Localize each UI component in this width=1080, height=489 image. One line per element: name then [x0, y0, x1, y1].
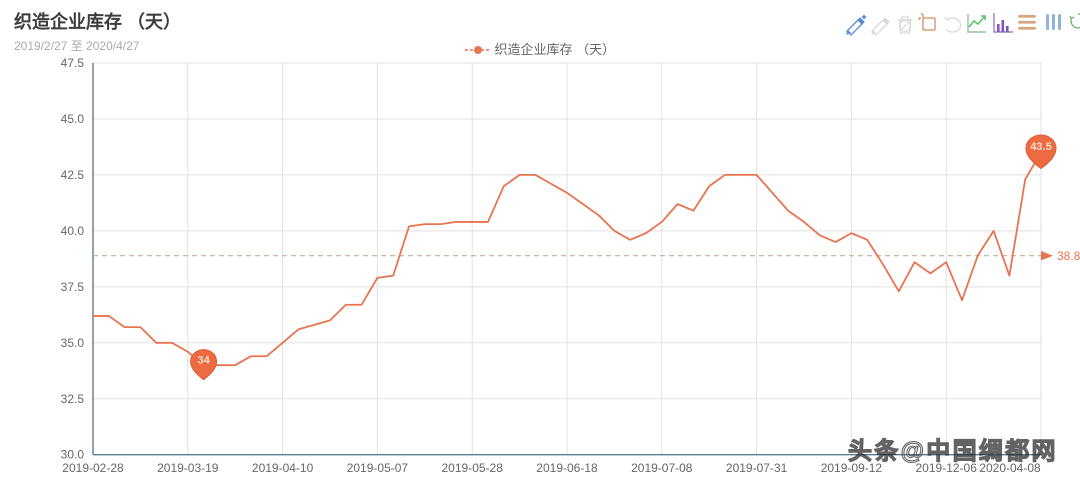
svg-text:37.5: 37.5: [61, 280, 85, 294]
svg-text:34: 34: [197, 355, 210, 367]
svg-text:2019-09-12: 2019-09-12: [821, 461, 883, 475]
svg-text:45.0: 45.0: [61, 112, 85, 126]
svg-text:43.5: 43.5: [1030, 141, 1051, 153]
svg-text:2019-06-18: 2019-06-18: [536, 461, 598, 475]
svg-text:47.5: 47.5: [61, 56, 85, 70]
svg-text:2019-05-28: 2019-05-28: [442, 461, 504, 475]
svg-text:42.5: 42.5: [61, 168, 85, 182]
svg-text:2019-04-10: 2019-04-10: [252, 461, 314, 475]
svg-text:2020-04-08: 2020-04-08: [979, 461, 1041, 475]
svg-text:30.0: 30.0: [61, 448, 85, 462]
svg-text:2019-07-31: 2019-07-31: [726, 461, 788, 475]
svg-text:2019-07-08: 2019-07-08: [631, 461, 693, 475]
svg-text:2019-05-07: 2019-05-07: [347, 461, 409, 475]
svg-text:2019-02-28: 2019-02-28: [62, 461, 124, 475]
svg-text:2019-12-06: 2019-12-06: [916, 461, 978, 475]
svg-text:2019-03-19: 2019-03-19: [157, 461, 219, 475]
svg-text:35.0: 35.0: [61, 336, 85, 350]
svg-text:38.89: 38.89: [1057, 249, 1080, 263]
svg-text:32.5: 32.5: [61, 392, 85, 406]
svg-text:40.0: 40.0: [61, 224, 85, 238]
